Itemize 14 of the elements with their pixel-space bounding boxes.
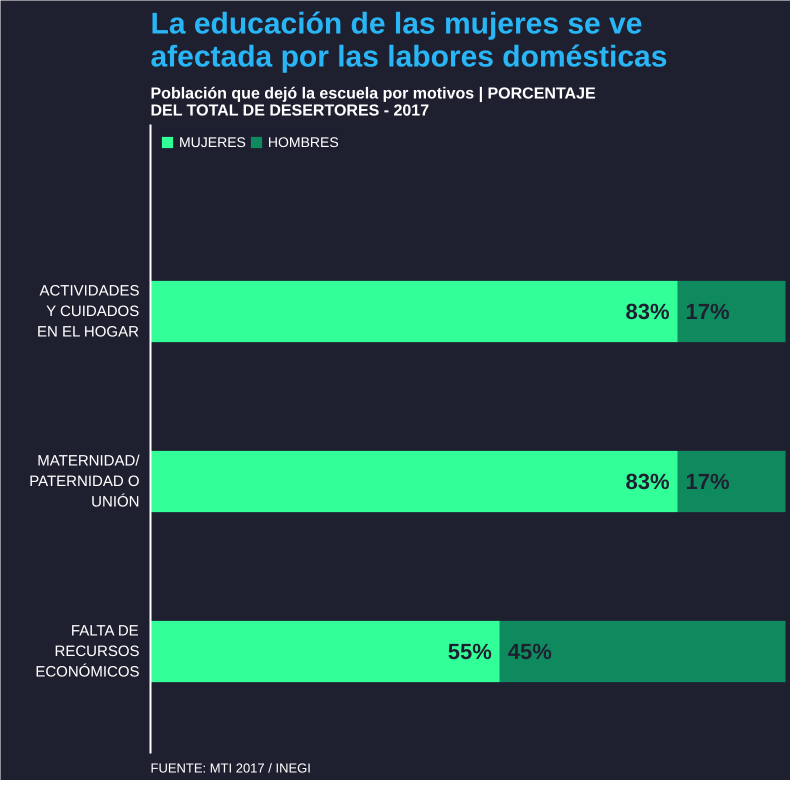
y-tick-label: MATERNIDAD/ PATERNIDAD O UNIÓN [29, 452, 140, 510]
data-label: 55% [448, 639, 492, 664]
y-tick-label: FALTA DE RECURSOS ECONÓMICOS [35, 622, 140, 680]
data-label: 45% [508, 639, 552, 664]
data-label: 83% [626, 299, 670, 324]
chart-title: La educación de las mujeres se ve afectada por las labores domésticas [150, 8, 668, 74]
source-note: FUENTE: MTI 2017 / INEGI [150, 760, 311, 776]
data-label: 17% [686, 299, 730, 324]
y-tick-label: ACTIVIDADES Y CUIDADOS EN EL HOGAR [36, 282, 140, 340]
legend-label: HOMBRES [268, 134, 339, 150]
data-label: 17% [686, 469, 730, 494]
data-label: 83% [626, 469, 670, 494]
chart-subtitle: Población que dejó la escuela por motivos | PORCENTAJE DEL TOTAL DE DESERTORES - 2017 [150, 86, 596, 120]
legend-label: MUJERES [179, 134, 246, 150]
